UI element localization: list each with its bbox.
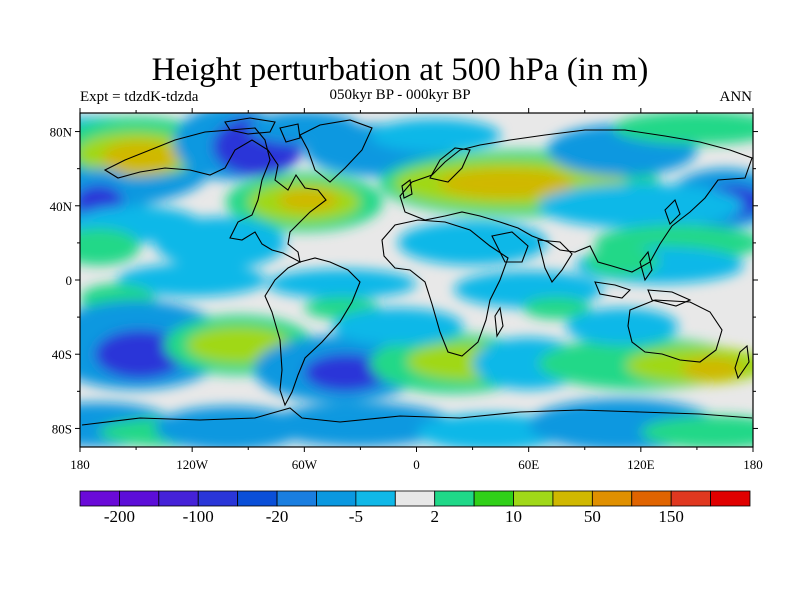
lat-tick-label: 0 xyxy=(66,273,73,288)
lon-tick-label: 120W xyxy=(176,457,209,472)
lat-tick-label: 40S xyxy=(52,347,72,362)
colorbar-swatch xyxy=(394,490,436,507)
colorbar-label: 150 xyxy=(658,507,684,526)
map-title: Height perturbation at 500 hPa (in m) xyxy=(151,52,649,88)
lon-tick-label: 120E xyxy=(627,457,655,472)
lon-tick-label: 0 xyxy=(413,457,420,472)
colorbar-swatch xyxy=(591,490,633,507)
colorbar-swatch xyxy=(197,490,239,507)
colorbar-swatch xyxy=(276,490,317,507)
colorbar-swatch xyxy=(670,490,711,507)
lon-tick-label: 60E xyxy=(518,457,539,472)
colorbar-swatch xyxy=(158,490,199,507)
coastlines xyxy=(81,117,753,426)
lat-tick-label: 80S xyxy=(52,421,72,436)
colorbar-swatch xyxy=(355,490,396,507)
colorbar-label: -200 xyxy=(103,507,135,526)
time-period-label: 050kyr BP - 000kyr BP xyxy=(329,87,471,103)
lon-tick-label: 60W xyxy=(292,457,318,472)
axis-ticks xyxy=(75,108,758,452)
colorbar-label: -20 xyxy=(265,507,289,526)
axis-tick-labels: 180 120W 60W 0 60E 120E 180 80N 40N 0 40S 80S xyxy=(50,125,763,472)
colorbar-swatch xyxy=(710,490,751,507)
colorbar-swatch xyxy=(473,490,514,507)
colorbar-label: 2 xyxy=(430,507,439,526)
colorbar xyxy=(79,490,751,507)
colorbar-swatch xyxy=(513,490,554,507)
lon-tick-label: 180 xyxy=(70,457,90,472)
contour-field xyxy=(80,113,753,447)
lat-tick-label: 80N xyxy=(50,125,73,140)
colorbar-swatch xyxy=(434,490,475,507)
colorbar-swatch xyxy=(79,490,120,507)
experiment-label: Expt = tdzdK-tdzda xyxy=(80,89,199,105)
colorbar-label: -100 xyxy=(182,507,214,526)
colorbar-swatch xyxy=(552,490,593,507)
colorbar-label: 10 xyxy=(505,507,523,526)
lon-tick-label: 180 xyxy=(743,457,763,472)
colorbar-swatch xyxy=(316,490,357,507)
colorbar-label: -5 xyxy=(348,507,363,526)
lat-tick-label: 40N xyxy=(50,199,73,214)
colorbar-swatch xyxy=(631,490,672,507)
colorbar-swatch xyxy=(237,490,278,507)
colorbar-swatch xyxy=(119,490,160,507)
season-label: ANN xyxy=(719,89,753,105)
colorbar-label: 50 xyxy=(583,507,601,526)
